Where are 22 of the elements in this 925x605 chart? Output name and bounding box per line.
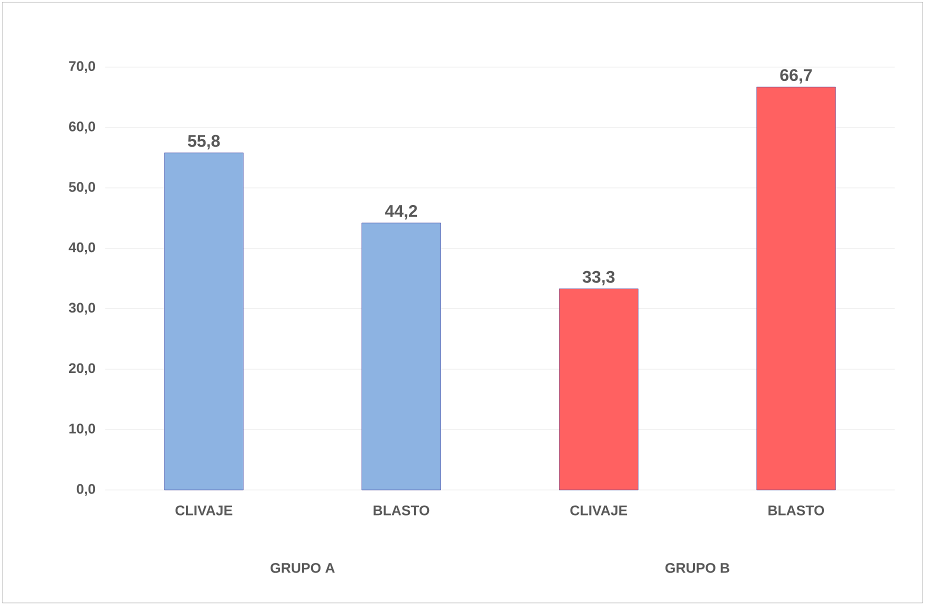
bar: [756, 86, 836, 490]
bar: [362, 222, 441, 490]
bar: [559, 288, 638, 490]
x-tick-label: BLASTO: [768, 505, 824, 516]
y-tick-label: 70,0: [69, 61, 96, 73]
y-tick-label: 30,0: [68, 302, 96, 315]
text: GRUPO B: [665, 562, 730, 573]
data-label: 66,7: [780, 69, 812, 84]
x-tick-label: CLIVAJE: [176, 505, 232, 516]
y-tick-label: 60,0: [69, 121, 96, 134]
x-tick-label: CLIVAJE: [570, 505, 628, 516]
y-tick-label: 40,0: [68, 242, 96, 254]
data-label: 33,3: [582, 270, 615, 286]
y-tick-label: 20,0: [68, 363, 96, 376]
data-label: 44,2: [385, 204, 418, 220]
data-label: 55,8: [188, 134, 220, 150]
y-tick-label: 50,0: [68, 182, 96, 194]
text: GRUPO A: [270, 562, 335, 573]
y-tick-label: 0,0: [76, 484, 96, 496]
x-tick-label: BLASTO: [374, 505, 430, 516]
bar: [164, 152, 244, 490]
y-tick-label: 10,0: [69, 424, 96, 436]
